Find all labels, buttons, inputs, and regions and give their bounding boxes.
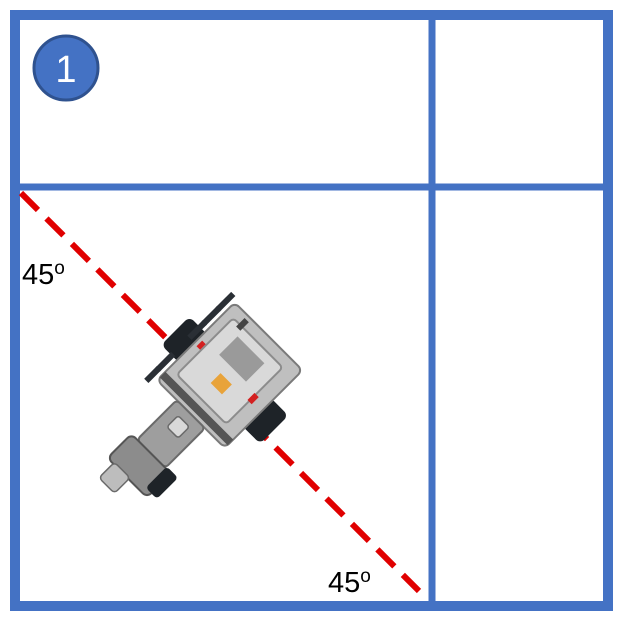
wheel-right-rear bbox=[244, 399, 286, 442]
step-badge: 1 bbox=[32, 34, 100, 102]
angle-left-value: 45 bbox=[22, 259, 54, 291]
field-border bbox=[10, 10, 613, 611]
robot-button-orange bbox=[210, 373, 232, 395]
robot-red-detail-2 bbox=[196, 340, 206, 350]
step-badge-circle bbox=[32, 34, 100, 102]
robot-front-tip bbox=[99, 463, 130, 493]
angle-label-bottom: 45o bbox=[328, 566, 371, 599]
robot-arm-gear bbox=[167, 416, 189, 438]
robot-beam-2 bbox=[236, 317, 249, 331]
angle-label-left: 45o bbox=[22, 258, 65, 291]
angle-bottom-unit: o bbox=[360, 566, 371, 587]
robot-front-wheel bbox=[147, 468, 177, 498]
step-number: 1 bbox=[55, 49, 76, 91]
robot-beam-1 bbox=[159, 371, 234, 446]
lego-robot-icon bbox=[99, 291, 302, 498]
path-line bbox=[18, 190, 422, 594]
robot-screen bbox=[219, 336, 265, 382]
angle-left-unit: o bbox=[54, 258, 65, 279]
angle-bottom-value: 45 bbox=[328, 567, 360, 599]
robot-red-detail bbox=[247, 392, 259, 405]
axle-pins bbox=[144, 291, 236, 384]
